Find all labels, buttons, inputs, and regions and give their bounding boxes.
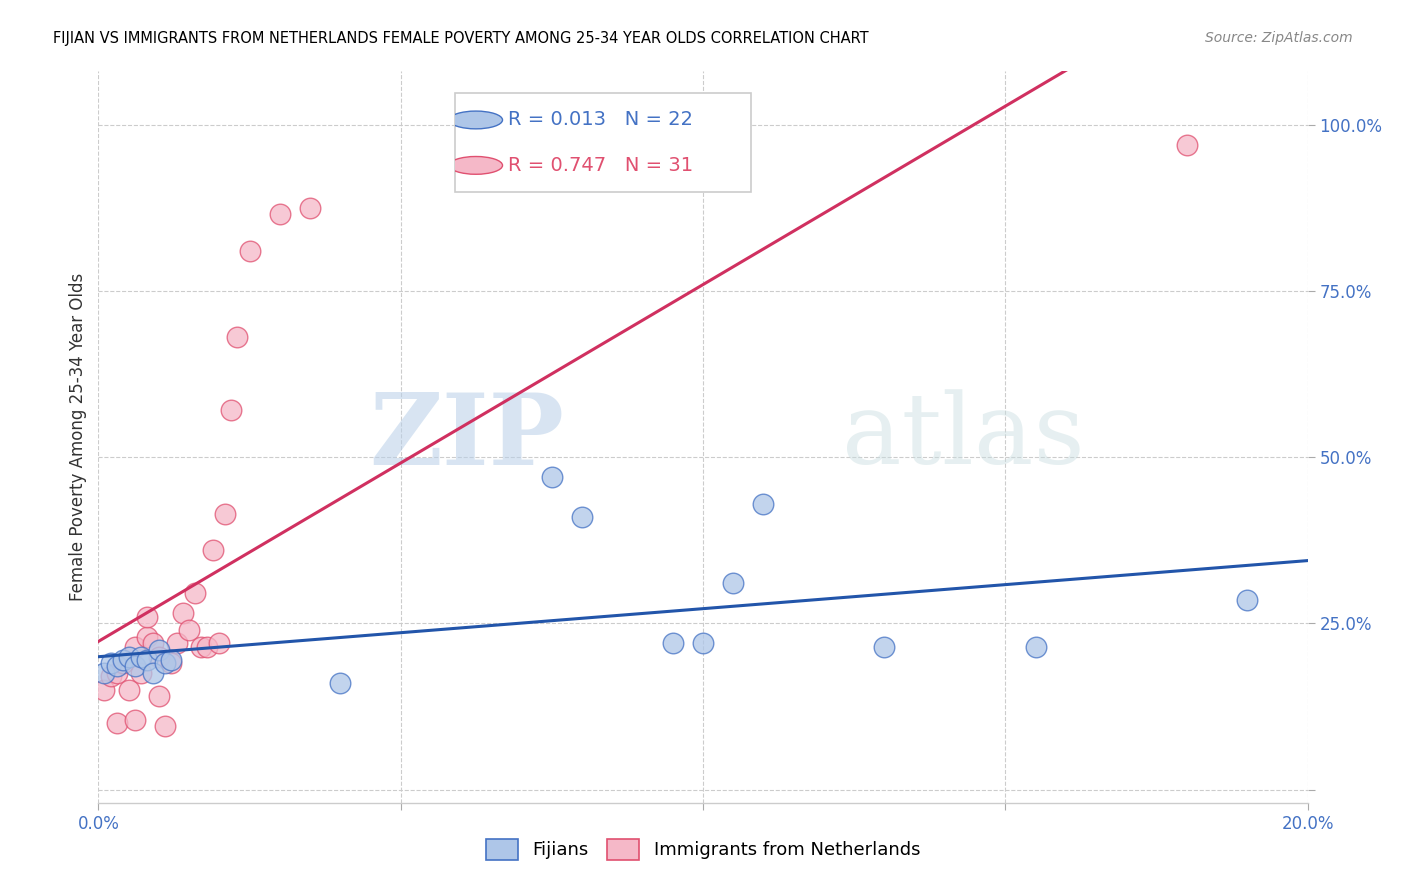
Point (148, 690, 170, 704)
Text: atlas: atlas (842, 389, 1085, 485)
Point (661, 636, 683, 650)
Point (148, 643, 170, 657)
Point (873, 640, 896, 654)
Point (100, 656, 122, 670)
Point (105, 659, 128, 673)
Point (1024, 640, 1046, 654)
Point (111, 656, 134, 670)
Point (160, 653, 183, 667)
Point (692, 636, 714, 650)
Text: ZIP: ZIP (368, 389, 564, 485)
Point (153, 656, 176, 670)
Point (329, 676, 352, 690)
Point (752, 497, 775, 511)
Point (118, 649, 141, 664)
Point (153, 719, 176, 733)
Point (166, 636, 188, 650)
Point (184, 586, 207, 600)
Point (111, 653, 134, 667)
Point (124, 659, 146, 673)
Point (105, 666, 128, 681)
Point (160, 656, 183, 670)
Point (239, 244, 262, 258)
Y-axis label: Female Poverty Among 25-34 Year Olds: Female Poverty Among 25-34 Year Olds (69, 273, 87, 601)
Text: Source: ZipAtlas.com: Source: ZipAtlas.com (1205, 31, 1353, 45)
Text: FIJIAN VS IMMIGRANTS FROM NETHERLANDS FEMALE POVERTY AMONG 25-34 YEAR OLDS CORRE: FIJIAN VS IMMIGRANTS FROM NETHERLANDS FE… (53, 31, 869, 46)
Point (135, 609, 157, 624)
Point (208, 636, 231, 650)
Point (135, 630, 157, 644)
Point (1175, 137, 1198, 152)
Point (540, 470, 562, 484)
Point (124, 713, 146, 727)
Point (269, 207, 291, 221)
Point (723, 576, 745, 591)
Point (93, 666, 115, 681)
Point (221, 403, 243, 417)
Point (179, 623, 201, 637)
Point (172, 607, 194, 621)
Point (100, 669, 122, 683)
Point (129, 649, 152, 664)
Point (129, 666, 152, 681)
Point (142, 666, 165, 681)
Point (195, 640, 218, 654)
Point (190, 640, 212, 654)
Legend: Fijians, Immigrants from Netherlands: Fijians, Immigrants from Netherlands (478, 831, 928, 867)
Point (118, 682, 141, 697)
Point (299, 201, 322, 215)
Point (571, 509, 593, 524)
Point (142, 636, 165, 650)
Point (105, 716, 128, 731)
Point (148, 649, 170, 664)
Point (93, 682, 115, 697)
Point (124, 640, 146, 654)
Point (226, 330, 249, 344)
Point (214, 507, 236, 521)
Point (1236, 593, 1258, 607)
Point (202, 543, 225, 558)
Point (135, 653, 157, 667)
